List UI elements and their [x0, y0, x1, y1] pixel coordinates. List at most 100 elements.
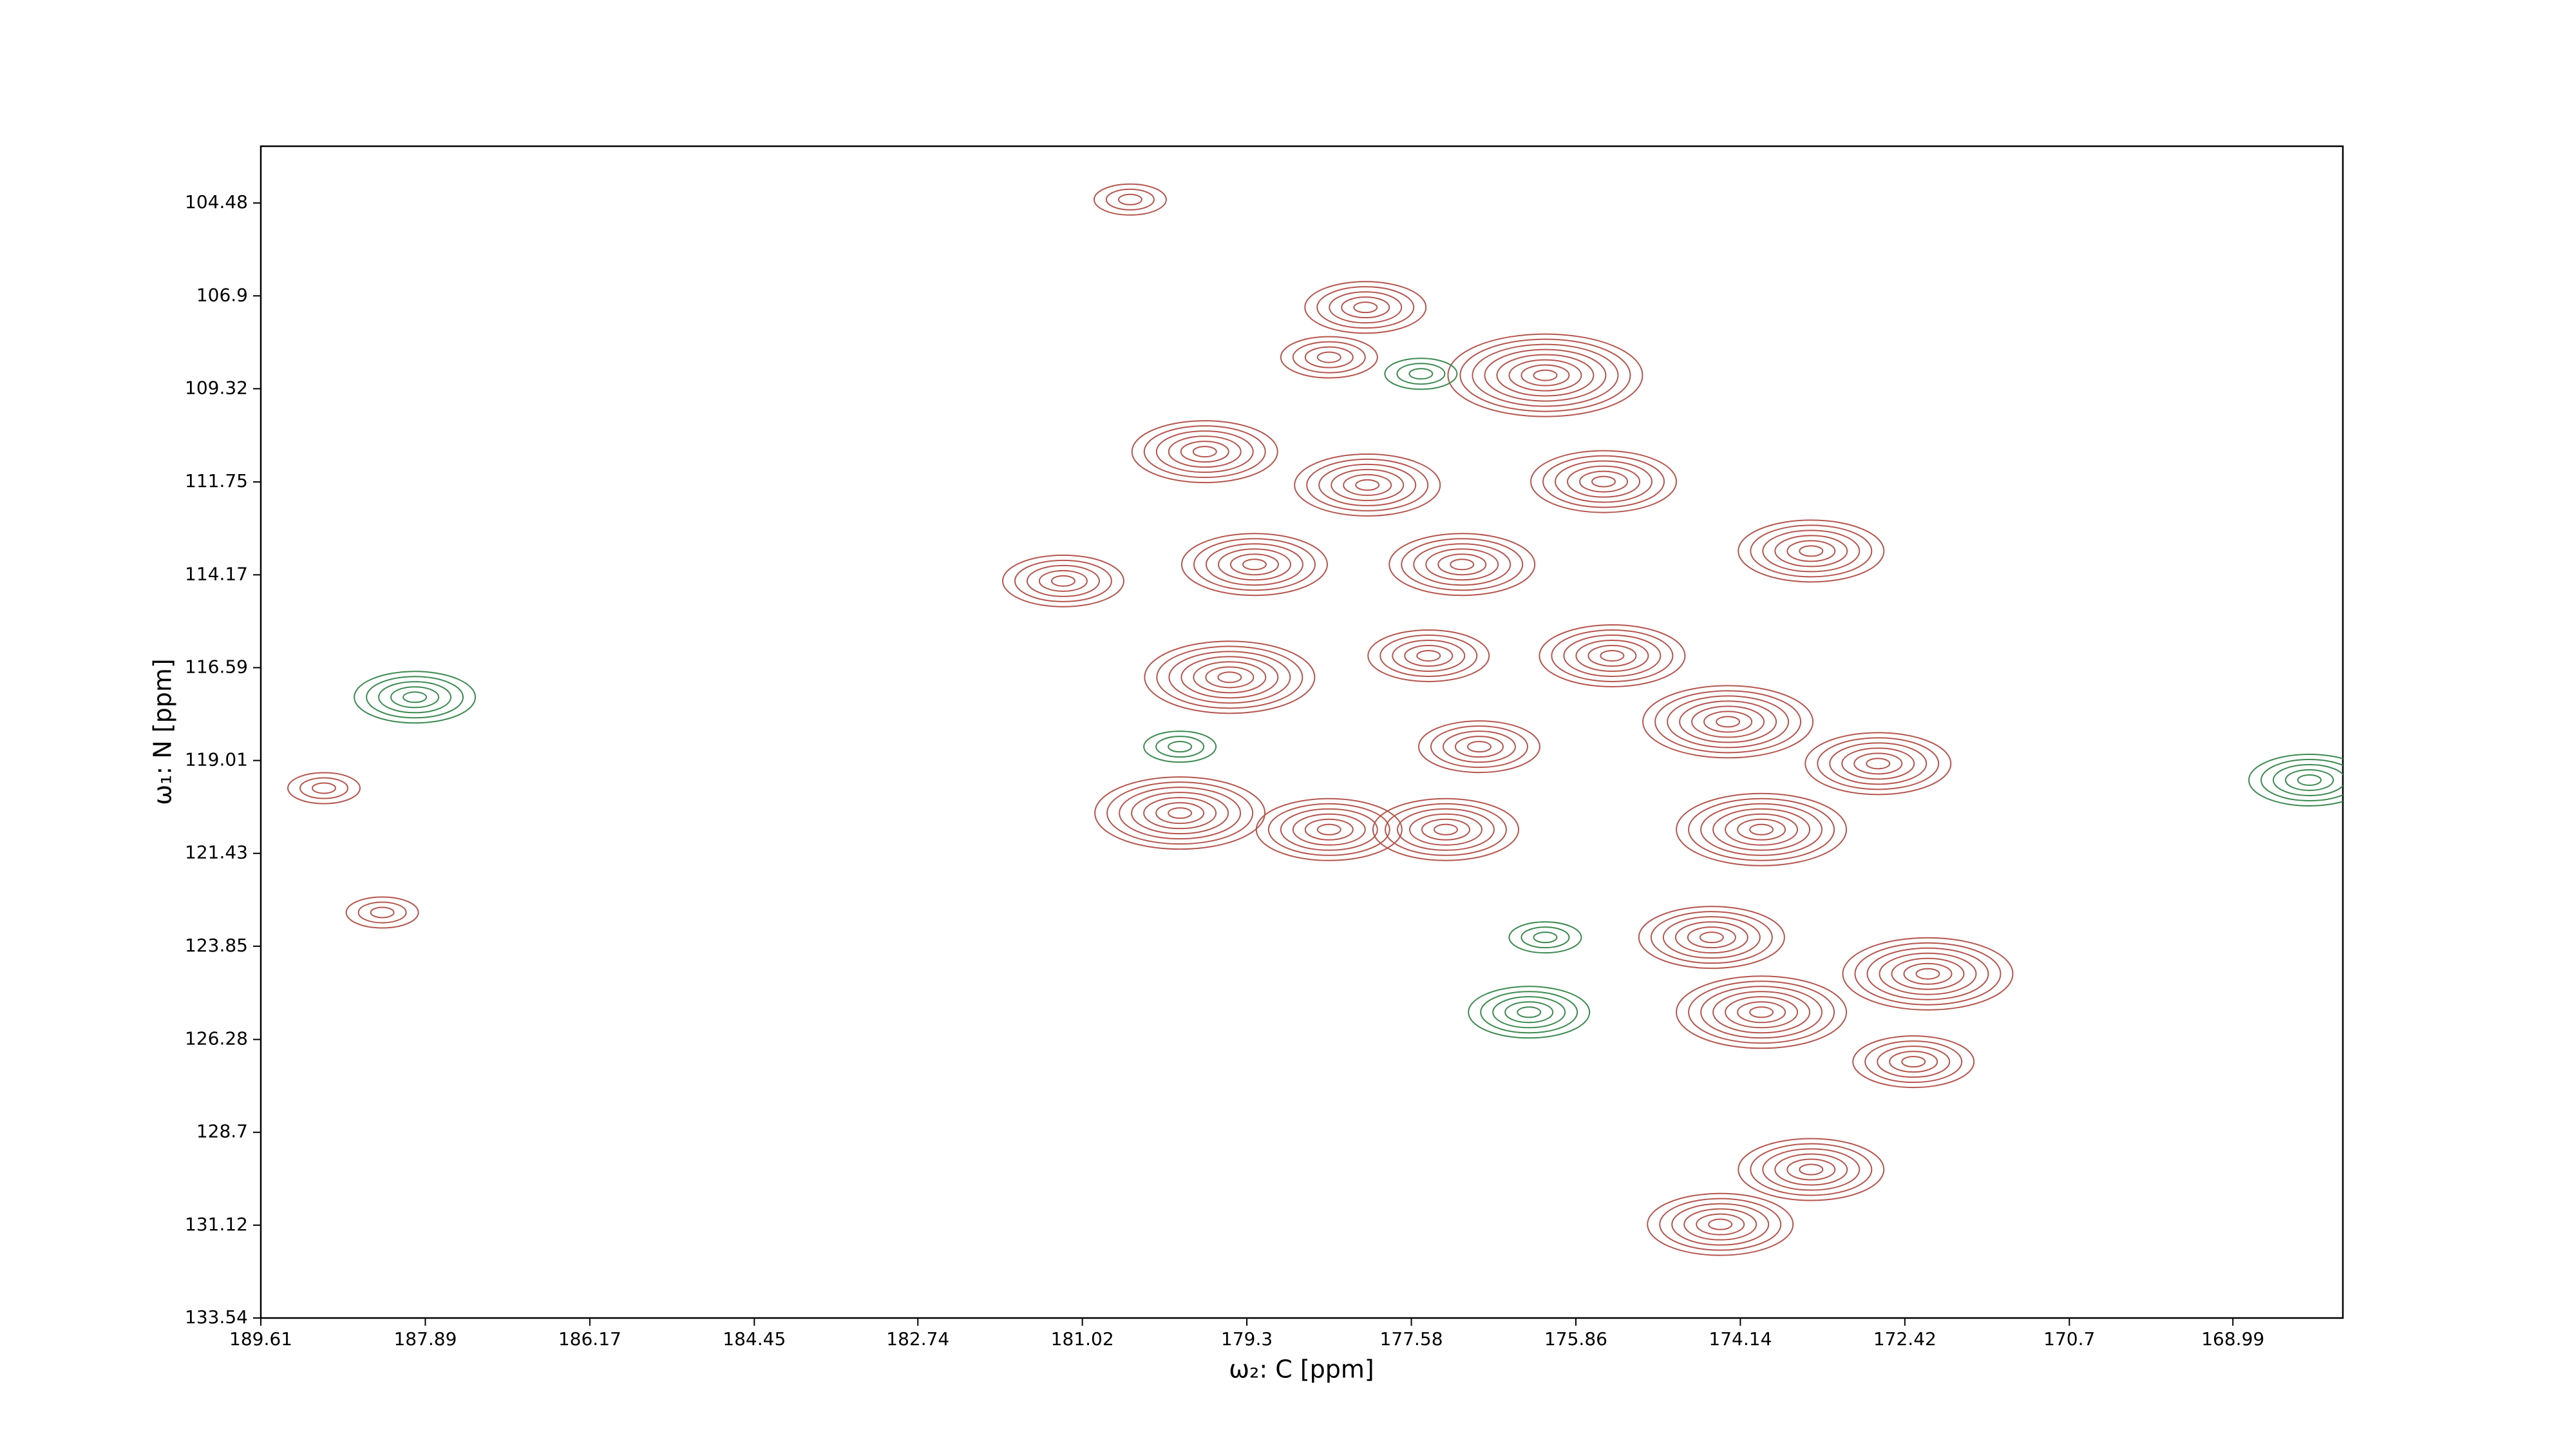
contour-ring: [1551, 629, 1674, 682]
contour-ring: [1397, 808, 1495, 851]
contour-ring: [1700, 803, 1823, 856]
contour-ring: [1866, 758, 1891, 770]
contour-ring: [1842, 937, 2014, 1011]
contour-ring: [1331, 468, 1405, 501]
contour-ring: [1131, 792, 1229, 835]
contour-ring: [1679, 700, 1777, 743]
contour-ring: [1180, 656, 1279, 699]
contour-ring: [1205, 666, 1255, 689]
contour-ring: [1413, 543, 1511, 586]
contour-ring: [1799, 1163, 1824, 1176]
contour-ring: [1217, 548, 1291, 581]
contour-ring: [1143, 797, 1217, 830]
contour-ring: [1587, 644, 1637, 667]
x-tick-label: 174.14: [1709, 1328, 1772, 1350]
contour-ring: [1280, 808, 1378, 851]
contour-ring: [1667, 695, 1790, 749]
contour-ring: [1533, 931, 1558, 944]
contour-ring: [1762, 1148, 1861, 1191]
contour-ring: [1316, 351, 1341, 363]
contour-ring: [1205, 543, 1303, 586]
contour-ring: [402, 691, 428, 703]
contour-ring: [1404, 644, 1454, 667]
contour-ring: [1409, 813, 1483, 846]
contour-ring: [1708, 1218, 1733, 1230]
contour-ring: [1829, 742, 1927, 785]
contour-ring: [1318, 463, 1417, 506]
contour-ring: [1430, 725, 1528, 769]
contour-ring: [2248, 753, 2343, 807]
contour-ring: [1508, 359, 1582, 392]
contour-ring: [1392, 639, 1466, 672]
contour-ring: [1712, 808, 1811, 851]
contour-ring: [1671, 1203, 1770, 1246]
contour-ring: [1563, 634, 1662, 677]
contour-ring: [1496, 354, 1595, 397]
contour-ring: [1094, 776, 1266, 850]
contour-ring: [1854, 942, 2002, 1006]
contour-ring: [1749, 823, 1774, 836]
x-tick-label: 172.42: [1873, 1328, 1937, 1350]
contour-ring: [1468, 986, 1591, 1039]
contour-ring: [2260, 758, 2343, 801]
contour-ring: [1799, 545, 1824, 557]
contour-ring: [1001, 554, 1124, 607]
contour-ring: [1738, 519, 1885, 583]
contour-ring: [1659, 1198, 1782, 1251]
contour-ring: [1026, 564, 1100, 597]
contour-ring: [1117, 193, 1142, 205]
contour-ring: [1229, 553, 1279, 576]
contour-ring: [1144, 640, 1316, 714]
contour-ring: [1353, 301, 1378, 314]
contour-ring: [2273, 763, 2343, 796]
contour-ring: [1105, 188, 1155, 211]
contour-ring: [1388, 533, 1536, 597]
contour-ring: [1749, 1006, 1774, 1018]
y-axis-label: ω₁: N [ppm]: [149, 658, 177, 805]
contour-ring: [1530, 450, 1678, 513]
contour-ring: [1193, 538, 1316, 591]
contour-ring: [1425, 548, 1499, 581]
contour-ring: [1879, 952, 1977, 995]
contour-ring: [1786, 1158, 1836, 1181]
contour-ring: [1384, 358, 1458, 390]
contour-ring: [1421, 818, 1471, 841]
contour-ring: [1168, 651, 1291, 704]
contour-ring: [1417, 720, 1540, 774]
contour-ring: [1155, 802, 1205, 825]
contour-ring: [287, 772, 361, 805]
contour-ring: [1915, 968, 1940, 980]
contour-ring: [1786, 540, 1836, 562]
contour-ring: [1447, 333, 1643, 417]
contour-ring: [354, 671, 477, 724]
contour-ring: [370, 906, 395, 919]
contour-ring: [1750, 524, 1873, 578]
contour-ring: [1050, 575, 1075, 587]
x-tick-label: 184.45: [723, 1328, 786, 1350]
contour-ring: [1014, 559, 1112, 602]
contour-ring: [1762, 530, 1861, 573]
contour-ring: [1466, 741, 1492, 753]
x-tick-label: 170.7: [2043, 1328, 2095, 1350]
contour-ring: [1372, 798, 1520, 861]
contour-ring: [1903, 962, 1953, 985]
contour-ring: [1642, 685, 1814, 759]
contour-ring: [1687, 926, 1736, 949]
contour-ring: [357, 901, 407, 924]
x-tick-label: 181.02: [1051, 1328, 1114, 1350]
contour-ring: [1038, 569, 1088, 592]
contour-ring: [1401, 538, 1524, 591]
contour-ring: [1737, 1001, 1786, 1024]
contour-ring: [1725, 813, 1799, 846]
contour-ring: [1292, 813, 1366, 846]
contour-ring: [1841, 747, 1915, 780]
contour-ring: [1155, 430, 1254, 473]
contour-ring: [1600, 649, 1625, 662]
contour-ring: [2297, 774, 2322, 786]
contour-ring: [1156, 645, 1303, 709]
y-tick-label: 109.32: [185, 377, 248, 398]
contour-ring: [1119, 787, 1242, 840]
contour-ring: [1662, 916, 1761, 959]
contour-ring: [1304, 818, 1354, 841]
